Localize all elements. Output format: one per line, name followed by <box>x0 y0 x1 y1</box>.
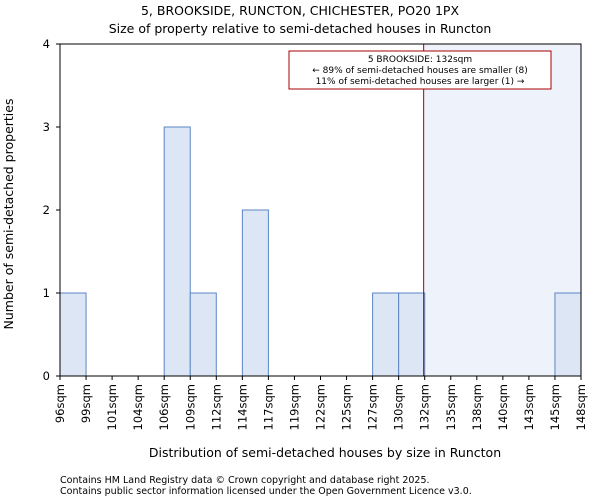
annotation-box-frame <box>288 50 552 90</box>
x-tick-label: 130sqm <box>392 384 406 430</box>
y-tick-label: 1 <box>43 286 50 300</box>
x-axis-label: Distribution of semi-detached houses by … <box>149 445 501 460</box>
x-tick-label: 127sqm <box>366 384 380 430</box>
x-tick-label: 132sqm <box>418 384 432 430</box>
footer-copyright: Contains HM Land Registry data © Crown c… <box>60 475 430 486</box>
y-tick-label: 3 <box>43 120 50 134</box>
annotation-smaller: ← 89% of semi-detached houses are smalle… <box>312 66 528 76</box>
histogram-bar <box>163 126 191 377</box>
y-tick-label: 0 <box>43 369 50 383</box>
x-tick-label: 125sqm <box>340 384 354 430</box>
histogram-bar <box>398 292 426 377</box>
y-tick-label: 4 <box>43 37 50 51</box>
footer-licence: Contains public sector information licen… <box>60 486 472 497</box>
annotation-box: 5 BROOKSIDE: 132sqm ← 89% of semi-detach… <box>288 50 552 90</box>
x-tick-label: 122sqm <box>314 384 328 430</box>
x-tick-label: 101sqm <box>105 384 119 430</box>
annotation-larger: 11% of semi-detached houses are larger (… <box>316 77 525 87</box>
histogram-bar <box>189 292 217 377</box>
x-tick-label: 112sqm <box>209 384 223 430</box>
y-axis-label: Number of semi-detached properties <box>1 99 16 330</box>
x-tick-label: 99sqm <box>79 384 93 423</box>
x-tick-label: 96sqm <box>53 384 67 423</box>
x-tick-label: 145sqm <box>548 384 562 430</box>
plot-frame <box>59 43 582 377</box>
chart-subtitle: Size of property relative to semi-detach… <box>109 21 492 36</box>
x-tick-label: 143sqm <box>522 384 536 430</box>
x-tick-label: 138sqm <box>470 384 484 430</box>
x-tick-label: 109sqm <box>183 384 197 430</box>
histogram-bar <box>554 292 582 377</box>
histogram-bar <box>241 209 269 377</box>
y-tick-label: 2 <box>43 203 50 217</box>
x-tick-label: 140sqm <box>496 384 510 430</box>
x-tick-label: 117sqm <box>261 384 275 430</box>
x-tick-label: 106sqm <box>157 384 171 430</box>
x-tick-label: 119sqm <box>287 384 301 430</box>
histogram-bar <box>59 292 87 377</box>
x-tick-label: 148sqm <box>574 384 588 430</box>
x-tick-label: 135sqm <box>444 384 458 430</box>
annotation-title: 5 BROOKSIDE: 132sqm <box>368 55 472 65</box>
x-tick-label: 104sqm <box>131 384 145 430</box>
chart-title: 5, BROOKSIDE, RUNCTON, CHICHESTER, PO20 … <box>141 3 459 18</box>
histogram-bar <box>372 292 400 377</box>
x-tick-label: 114sqm <box>235 384 249 430</box>
